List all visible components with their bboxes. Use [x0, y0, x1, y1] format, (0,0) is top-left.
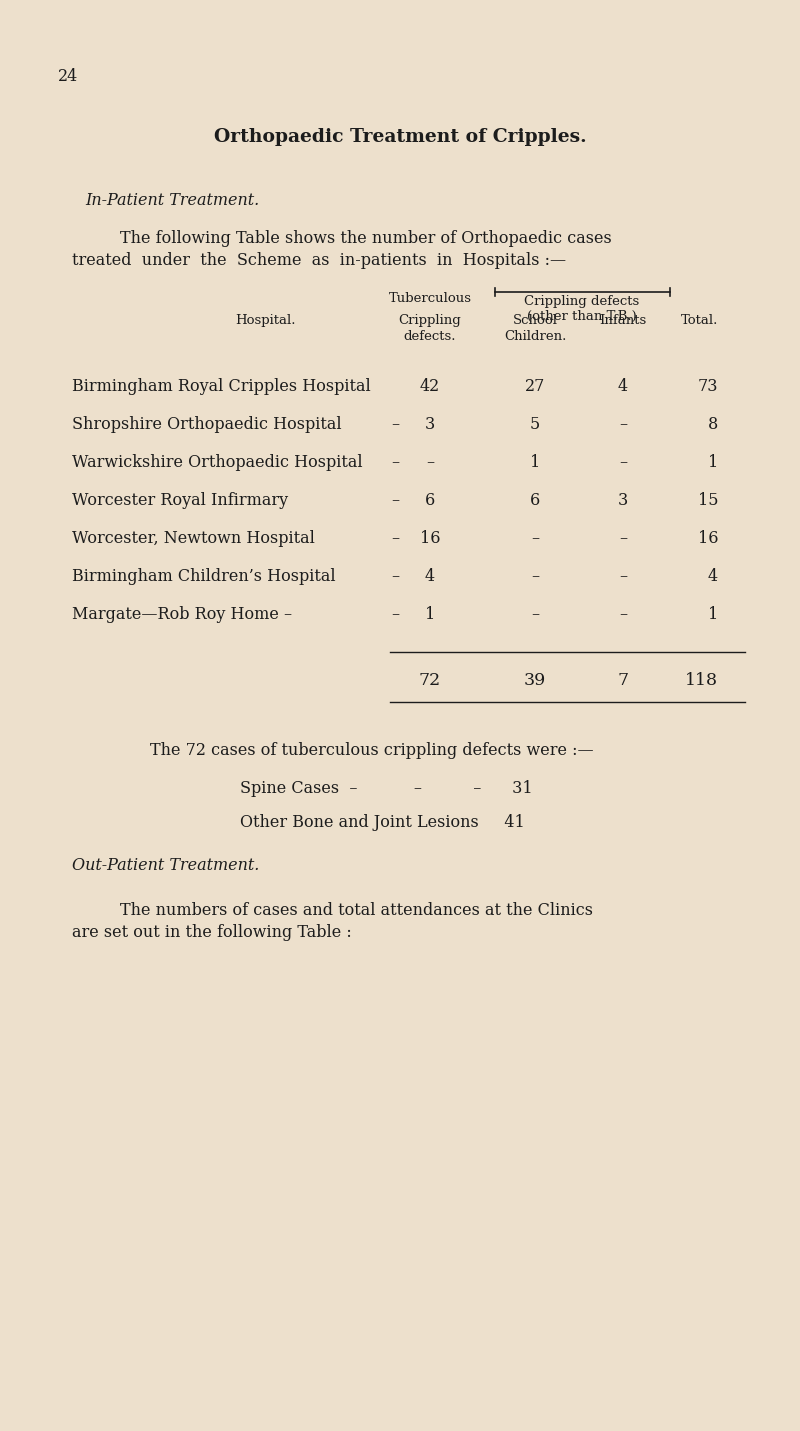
Text: 39: 39	[524, 673, 546, 688]
Text: –: –	[531, 568, 539, 585]
Text: Out-Patient Treatment.: Out-Patient Treatment.	[72, 857, 259, 874]
Text: In-Patient Treatment.: In-Patient Treatment.	[85, 192, 259, 209]
Text: 15: 15	[698, 492, 718, 509]
Text: 73: 73	[698, 378, 718, 395]
Text: treated  under  the  Scheme  as  in-patients  in  Hospitals :—: treated under the Scheme as in-patients …	[72, 252, 566, 269]
Text: Children.: Children.	[504, 331, 566, 343]
Text: 16: 16	[698, 529, 718, 547]
Text: Worcester, Newtown Hospital: Worcester, Newtown Hospital	[72, 529, 315, 547]
Text: Birmingham Royal Cripples Hospital: Birmingham Royal Cripples Hospital	[72, 378, 370, 395]
Text: 1: 1	[708, 454, 718, 471]
Text: defects.: defects.	[404, 331, 456, 343]
Text: 1: 1	[425, 605, 435, 622]
Text: –: –	[391, 492, 399, 509]
Text: –: –	[391, 529, 399, 547]
Text: (other than T.B.): (other than T.B.)	[527, 311, 637, 323]
Text: 42: 42	[420, 378, 440, 395]
Text: Warwickshire Orthopaedic Hospital: Warwickshire Orthopaedic Hospital	[72, 454, 362, 471]
Text: 118: 118	[685, 673, 718, 688]
Text: 7: 7	[618, 673, 629, 688]
Text: Shropshire Orthopaedic Hospital: Shropshire Orthopaedic Hospital	[72, 416, 342, 434]
Text: 4: 4	[425, 568, 435, 585]
Text: –: –	[619, 454, 627, 471]
Text: Worcester Royal Infirmary: Worcester Royal Infirmary	[72, 492, 288, 509]
Text: Spine Cases  –           –          –      31: Spine Cases – – – 31	[240, 780, 533, 797]
Text: 5: 5	[530, 416, 540, 434]
Text: 72: 72	[419, 673, 441, 688]
Text: Crippling defects: Crippling defects	[524, 295, 640, 308]
Text: Infants: Infants	[599, 313, 646, 328]
Text: –: –	[619, 568, 627, 585]
Text: 4: 4	[708, 568, 718, 585]
Text: are set out in the following Table :: are set out in the following Table :	[72, 924, 352, 942]
Text: Crippling: Crippling	[398, 313, 462, 328]
Text: The following Table shows the number of Orthopaedic cases: The following Table shows the number of …	[120, 230, 612, 248]
Text: 16: 16	[420, 529, 440, 547]
Text: Other Bone and Joint Lesions     41: Other Bone and Joint Lesions 41	[240, 814, 525, 831]
Text: The 72 cases of tuberculous crippling defects were :—: The 72 cases of tuberculous crippling de…	[150, 743, 594, 758]
Text: Orthopaedic Treatment of Cripples.: Orthopaedic Treatment of Cripples.	[214, 127, 586, 146]
Text: 24: 24	[58, 69, 78, 84]
Text: –: –	[619, 529, 627, 547]
Text: 1: 1	[530, 454, 540, 471]
Text: 8: 8	[708, 416, 718, 434]
Text: 6: 6	[425, 492, 435, 509]
Text: 1: 1	[708, 605, 718, 622]
Text: –: –	[531, 605, 539, 622]
Text: The numbers of cases and total attendances at the Clinics: The numbers of cases and total attendanc…	[120, 902, 593, 919]
Text: –: –	[391, 568, 399, 585]
Text: Tuberculous: Tuberculous	[389, 292, 471, 305]
Text: 27: 27	[525, 378, 545, 395]
Text: –: –	[531, 529, 539, 547]
Text: Margate—Rob Roy Home –: Margate—Rob Roy Home –	[72, 605, 292, 622]
Text: Hospital.: Hospital.	[234, 313, 295, 328]
Text: Birmingham Children’s Hospital: Birmingham Children’s Hospital	[72, 568, 336, 585]
Text: –: –	[391, 454, 399, 471]
Text: –: –	[391, 605, 399, 622]
Text: –: –	[619, 605, 627, 622]
Text: 3: 3	[425, 416, 435, 434]
Text: Total.: Total.	[681, 313, 718, 328]
Text: 4: 4	[618, 378, 628, 395]
Text: –: –	[619, 416, 627, 434]
Text: 3: 3	[618, 492, 628, 509]
Text: –: –	[391, 416, 399, 434]
Text: 6: 6	[530, 492, 540, 509]
Text: School: School	[513, 313, 558, 328]
Text: –: –	[426, 454, 434, 471]
